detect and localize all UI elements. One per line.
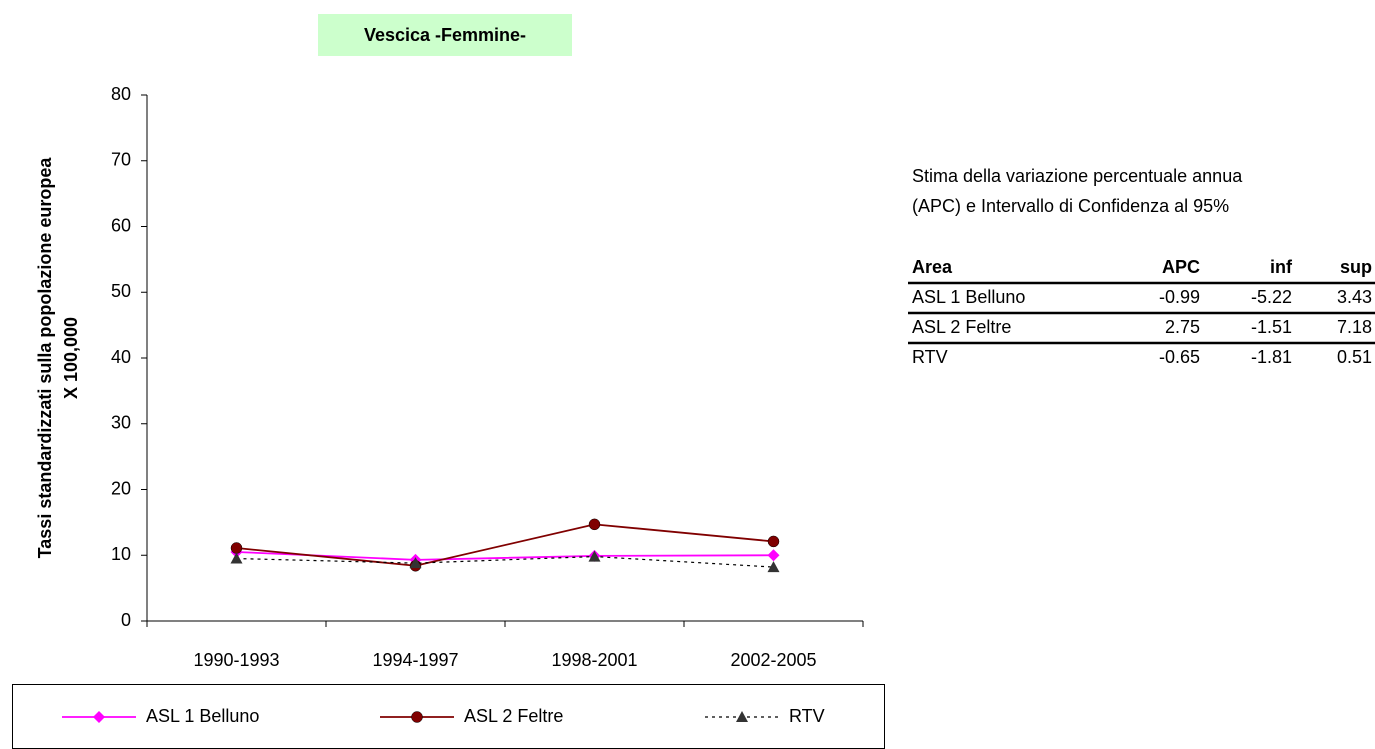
table-cell: RTV [912, 347, 948, 367]
table-header: inf [1270, 257, 1293, 277]
legend-marker [93, 711, 105, 723]
marker [230, 552, 243, 564]
table-header: Area [912, 257, 953, 277]
x-tick-label: 1990-1993 [193, 650, 279, 670]
table-cell: -0.99 [1159, 287, 1200, 307]
marker [230, 542, 243, 554]
table-cell: -1.81 [1251, 347, 1292, 367]
legend-marker [736, 711, 748, 722]
y-tick-label: 0 [121, 610, 131, 630]
y-tick-label: 30 [111, 413, 131, 433]
legend-label: ASL 2 Feltre [464, 706, 563, 726]
x-tick-label: 2002-2005 [730, 650, 816, 670]
chart-title: Vescica -Femmine- [364, 25, 526, 45]
marker [588, 518, 601, 531]
y-axis-label: X 100,000 [61, 317, 81, 399]
legend-label: ASL 1 Belluno [146, 706, 259, 726]
y-tick-label: 40 [111, 347, 131, 367]
series-line [236, 551, 774, 561]
series-line [236, 555, 774, 568]
table-header: APC [1162, 257, 1200, 277]
table-cell: 2.75 [1165, 317, 1200, 337]
legend-marker [411, 711, 423, 723]
marker [767, 535, 780, 548]
marker [588, 550, 601, 562]
table-cell: 0.51 [1337, 347, 1372, 367]
y-tick-label: 50 [111, 281, 131, 301]
table-caption: Stima della variazione percentuale annua [912, 166, 1243, 186]
y-tick-label: 20 [111, 478, 131, 498]
x-tick-label: 1994-1997 [372, 650, 458, 670]
table-header: sup [1340, 257, 1372, 277]
table-cell: -0.65 [1159, 347, 1200, 367]
marker [767, 561, 780, 573]
y-tick-label: 10 [111, 544, 131, 564]
legend-label: RTV [789, 706, 825, 726]
table-cell: -1.51 [1251, 317, 1292, 337]
marker [409, 557, 422, 569]
table-cell: 7.18 [1337, 317, 1372, 337]
title-box [318, 14, 572, 56]
x-tick-label: 1998-2001 [551, 650, 637, 670]
y-axis-label: Tassi standardizzati sulla popolazione e… [35, 157, 55, 559]
series-line [236, 523, 774, 567]
table-cell: ASL 1 Belluno [912, 287, 1025, 307]
y-tick-label: 80 [111, 84, 131, 104]
table-cell: ASL 2 Feltre [912, 317, 1011, 337]
y-tick-label: 60 [111, 215, 131, 235]
table-cell: 3.43 [1337, 287, 1372, 307]
table-caption: (APC) e Intervallo di Confidenza al 95% [912, 196, 1229, 216]
table-cell: -5.22 [1251, 287, 1292, 307]
y-tick-label: 70 [111, 150, 131, 170]
marker [767, 549, 780, 562]
